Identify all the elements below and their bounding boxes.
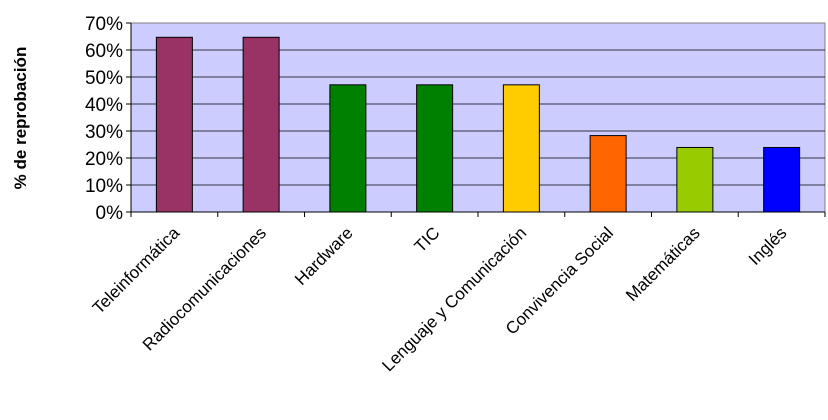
bar <box>763 146 801 213</box>
y-tick-label: 60% <box>85 41 123 62</box>
bar <box>502 84 540 213</box>
bars <box>155 36 801 213</box>
y-axis: 0% 10% 20% 30% 40% 50% 60% 70% <box>85 14 132 224</box>
bar <box>242 36 280 213</box>
category-label: Hardware <box>291 223 357 289</box>
y-tick-label: 40% <box>85 95 123 116</box>
y-tick-label: 20% <box>85 149 123 170</box>
bar <box>329 84 367 213</box>
y-tick-label: 10% <box>85 176 123 197</box>
category-label: TIC <box>411 223 444 256</box>
y-tick-label: 30% <box>85 122 123 143</box>
category-label: Matemáticas <box>622 223 704 305</box>
category-label: Teleinformática <box>89 223 184 318</box>
y-tick-label: 70% <box>85 14 123 35</box>
category-label: Inglés <box>745 223 791 269</box>
y-axis-label: % de reprobación <box>11 47 30 190</box>
bar <box>676 146 714 213</box>
bar <box>416 84 454 213</box>
category-label: Lenguaje y Comunicación <box>378 223 530 375</box>
y-tick-label: 0% <box>96 203 124 224</box>
bar <box>589 135 627 213</box>
y-tick-label: 50% <box>85 68 123 89</box>
plot-area <box>130 22 826 213</box>
bar <box>155 36 193 213</box>
